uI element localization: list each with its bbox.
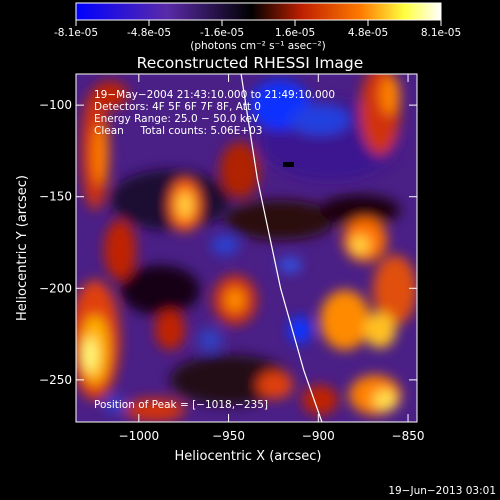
- x-ticks: −1000 −950 −900 −850: [119, 74, 425, 443]
- y-tick-label: −250: [39, 373, 72, 387]
- heatmap-image: [76, 74, 417, 422]
- peak-position-label: Position of Peak = [−1018,−235]: [94, 399, 268, 411]
- colorbar-tick-label: -1.6e-05: [200, 27, 244, 39]
- annotation-time-range: 19−May−2004 21:43:10.000 to 21:49:10.000: [94, 89, 335, 101]
- colorbar-tick-label: -4.8e-05: [127, 27, 171, 39]
- colorbar-tick-label: 8.1e-05: [421, 27, 461, 39]
- colorbar-ticks: -8.1e-05 -4.8e-05 -1.6e-05 1.6e-05 4.8e-05 8.…: [54, 20, 461, 39]
- y-tick-label: −100: [39, 98, 72, 112]
- x-axis-label: Heliocentric X (arcsec): [175, 449, 322, 464]
- colorbar-tick-label: -8.1e-05: [54, 27, 98, 39]
- colorbar-tick-label: 1.6e-05: [275, 27, 315, 39]
- x-tick-label: −1000: [119, 429, 160, 443]
- chart-title: Reconstructed RHESSI Image: [137, 54, 364, 72]
- annotation-energy-range: Energy Range: 25.0 − 50.0 keV: [94, 113, 260, 125]
- y-tick-label: −200: [39, 281, 72, 295]
- y-tick-label: −150: [39, 190, 72, 204]
- timestamp: 19−Jun−2013 03:01: [388, 485, 496, 497]
- plot-frame: [75, 73, 418, 423]
- annotation-clean-counts: Clean Total counts: 5.06E+03: [94, 125, 263, 137]
- y-axis-label: Heliocentric Y (arcsec): [15, 175, 30, 321]
- colorbar-unit-label: (photons cm⁻² s⁻¹ asec⁻²): [190, 40, 325, 52]
- x-tick-label: −950: [212, 429, 245, 443]
- solar-limb-curve: [240, 74, 323, 422]
- annotation-detectors: Detectors: 4F 5F 6F 7F 8F, Att 0: [94, 101, 261, 113]
- x-tick-label: −850: [392, 429, 425, 443]
- x-tick-label: −900: [302, 429, 335, 443]
- y-ticks: −100 −150 −200 −250: [39, 98, 417, 387]
- colorbar: [75, 2, 442, 21]
- peak-marker: [283, 162, 294, 167]
- colorbar-tick-label: 4.8e-05: [348, 27, 388, 39]
